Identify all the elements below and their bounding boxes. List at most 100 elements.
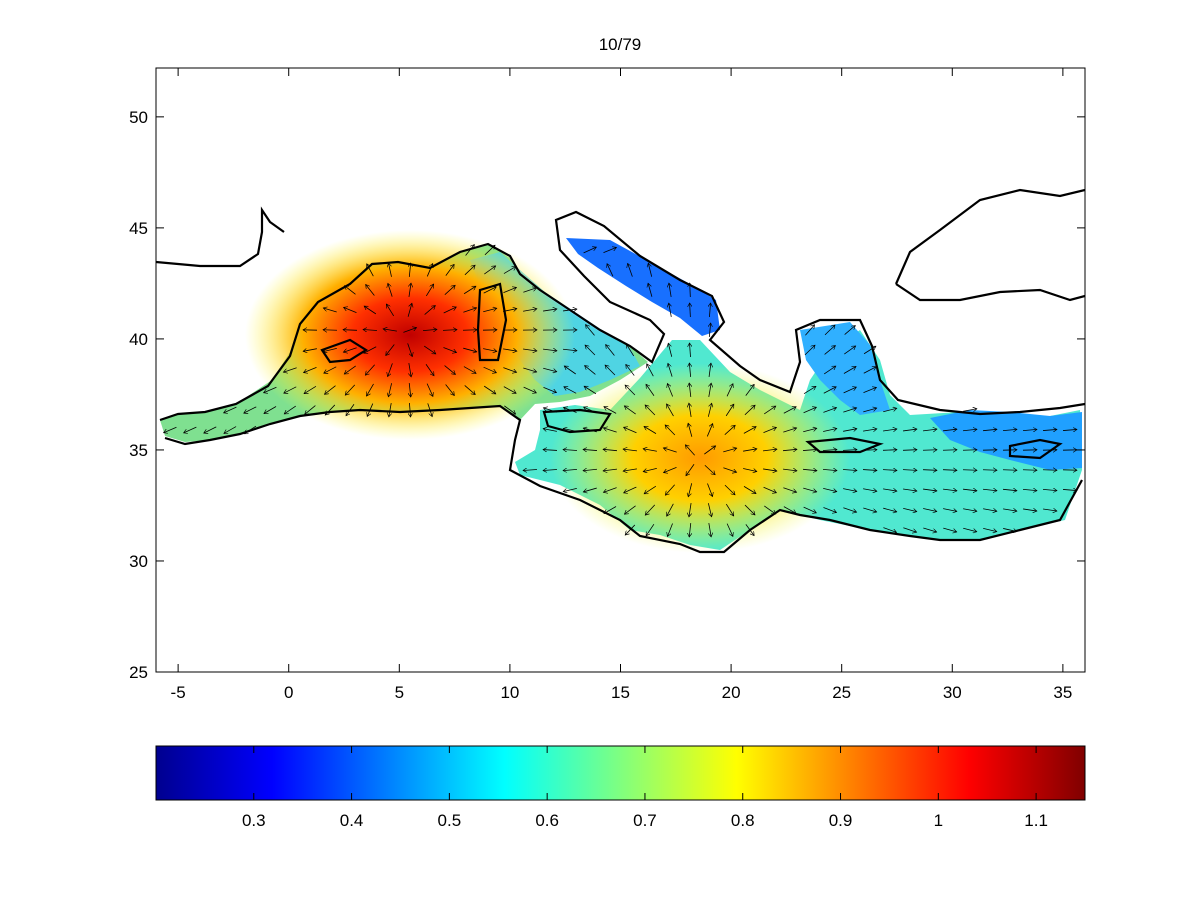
x-tick-label: 25	[832, 683, 851, 702]
current-arrow	[503, 287, 516, 293]
current-arrow	[562, 349, 577, 350]
current-arrow	[667, 384, 674, 397]
current-arrow	[922, 450, 937, 451]
current-arrow	[726, 523, 733, 537]
current-arrow	[484, 266, 495, 275]
current-arrow	[1043, 509, 1057, 511]
current-arrow	[763, 449, 777, 451]
current-arrow	[244, 425, 257, 435]
current-arrow	[484, 245, 495, 256]
current-arrow	[665, 484, 675, 495]
current-arrow	[444, 365, 456, 375]
current-arrow	[523, 367, 536, 372]
current-arrow	[463, 347, 477, 352]
current-arrow	[264, 406, 277, 413]
current-arrow	[386, 344, 395, 355]
current-arrow	[346, 404, 355, 416]
current-arrow	[664, 467, 677, 472]
current-arrow	[264, 386, 277, 393]
current-arrow	[445, 384, 455, 396]
current-arrow	[783, 407, 796, 414]
current-arrow	[643, 468, 657, 471]
current-arrow	[803, 487, 816, 492]
current-arrow	[802, 469, 817, 470]
current-arrow	[284, 386, 297, 393]
current-arrow	[743, 427, 756, 434]
current-arrow	[603, 449, 618, 450]
current-arrow	[647, 364, 654, 377]
current-arrow	[603, 487, 617, 493]
current-arrow	[745, 524, 754, 535]
current-arrow	[982, 429, 997, 430]
y-tick-label: 45	[129, 219, 148, 238]
current-arrow	[625, 344, 635, 357]
colorbar-tick-label: 0.8	[731, 811, 755, 830]
current-arrow	[724, 484, 735, 495]
colorbar-tick-label: 0.5	[438, 811, 462, 830]
current-arrow	[1002, 489, 1017, 490]
current-arrow	[407, 343, 413, 356]
current-arrow	[324, 366, 337, 373]
current-arrow	[303, 349, 317, 352]
current-arrow	[843, 366, 856, 374]
current-arrow	[688, 423, 693, 437]
current-arrow	[882, 470, 897, 471]
current-arrow	[764, 505, 775, 514]
current-arrow	[942, 470, 957, 471]
current-arrow	[344, 307, 357, 314]
current-arrow	[388, 383, 393, 397]
current-arrow	[323, 347, 337, 351]
y-tick-label: 25	[129, 663, 148, 682]
current-arrow	[424, 305, 436, 315]
y-tick-label: 50	[129, 108, 148, 127]
current-arrow	[543, 469, 558, 470]
current-arrow	[963, 509, 977, 512]
current-arrow	[1002, 470, 1017, 471]
current-arrow	[304, 367, 317, 372]
current-arrow	[862, 470, 877, 471]
current-arrow	[743, 449, 757, 451]
current-arrow	[388, 363, 393, 376]
current-arrow	[563, 408, 577, 413]
current-arrow	[844, 346, 855, 355]
current-arrow	[962, 489, 977, 491]
current-arrow	[624, 486, 637, 493]
current-arrow	[883, 489, 897, 491]
current-arrow	[709, 323, 710, 338]
current-arrow	[1062, 489, 1077, 490]
current-arrow	[604, 407, 617, 414]
current-arrow	[863, 408, 876, 413]
sea-field-adriatic	[566, 238, 720, 336]
current-arrow	[586, 325, 595, 336]
x-axis: -5 0 5 10 15 20 25 30 35	[171, 68, 1072, 702]
current-arrow	[863, 507, 876, 512]
current-arrow	[304, 385, 317, 395]
current-arrow	[583, 449, 598, 450]
current-arrow	[426, 264, 432, 277]
current-arrow	[709, 523, 711, 537]
current-arrow	[409, 263, 410, 278]
colorbar-tick-label: 0.6	[535, 811, 559, 830]
current-arrow	[725, 503, 735, 516]
x-tick-label: 0	[284, 683, 293, 702]
current-arrow	[543, 349, 557, 351]
current-arrow	[623, 449, 637, 451]
current-arrow	[388, 263, 392, 277]
current-arrow	[523, 288, 536, 293]
current-arrow	[704, 464, 715, 475]
current-arrow	[943, 508, 957, 512]
current-arrow	[645, 504, 656, 515]
peak-gulf-of-lion	[245, 230, 575, 440]
current-arrow	[603, 469, 617, 471]
current-arrow	[626, 364, 635, 376]
y-tick-label: 35	[129, 441, 148, 460]
current-arrow	[882, 450, 897, 451]
current-arrow	[823, 429, 837, 432]
current-arrow	[343, 347, 357, 352]
current-arrow	[782, 449, 797, 450]
current-arrow	[725, 404, 734, 417]
current-arrow	[802, 449, 817, 450]
current-arrow	[422, 329, 437, 330]
current-arrow	[625, 524, 636, 535]
current-arrow	[688, 483, 693, 497]
